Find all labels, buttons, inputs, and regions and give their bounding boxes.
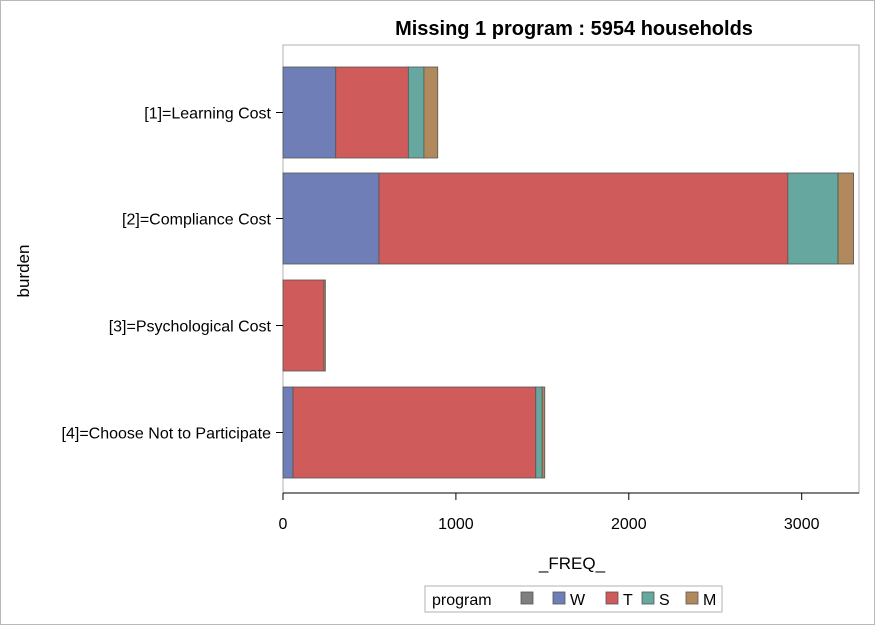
category-label: [2]=Compliance Cost [122, 212, 272, 229]
bar-segment [541, 386, 546, 479]
bar-segment [423, 66, 439, 159]
legend-swatch [605, 591, 619, 605]
bar-segment [535, 386, 543, 479]
legend-swatch [552, 591, 566, 605]
legend-entry-label: T [623, 592, 633, 609]
bar-segment [407, 66, 425, 159]
legend-entry-label: W [570, 592, 586, 609]
x-tick-label: 0 [279, 516, 288, 533]
legend-swatch [641, 591, 655, 605]
x-axis-label: _FREQ_ [538, 554, 606, 573]
x-axis-ticks: 0 1000 2000 3000 [279, 493, 820, 533]
category-label: [4]=Choose Not to Participate [62, 426, 272, 443]
bars-layer [282, 66, 854, 479]
bar-segment [282, 172, 380, 265]
bar-segment [282, 386, 294, 479]
bar-segment [837, 172, 854, 265]
bar-segment [282, 279, 325, 372]
category-labels: [1]=Learning Cost [2]=Compliance Cost [3]=… [62, 106, 283, 443]
chart-title: Missing 1 program : 5954 households [395, 18, 753, 40]
legend: program W T S M [424, 585, 723, 613]
x-tick-label: 3000 [784, 516, 820, 533]
category-label: [1]=Learning Cost [144, 106, 271, 123]
legend-entry-label: M [703, 592, 716, 609]
category-label: [3]=Psychological Cost [109, 319, 272, 336]
x-tick-label: 2000 [611, 516, 647, 533]
y-axis-label: burden [14, 245, 33, 298]
bar-segment [335, 66, 409, 159]
bar-segment [292, 386, 537, 479]
legend-frame [424, 585, 723, 613]
bar-segment [323, 279, 326, 372]
bar-segment [787, 172, 839, 265]
x-tick-label: 1000 [438, 516, 474, 533]
legend-entry-label: S [659, 592, 670, 609]
legend-title: program [432, 592, 492, 609]
legend-swatch [685, 591, 699, 605]
bar-segment [378, 172, 789, 265]
legend-swatch [520, 591, 534, 605]
bar-segment [282, 66, 337, 159]
